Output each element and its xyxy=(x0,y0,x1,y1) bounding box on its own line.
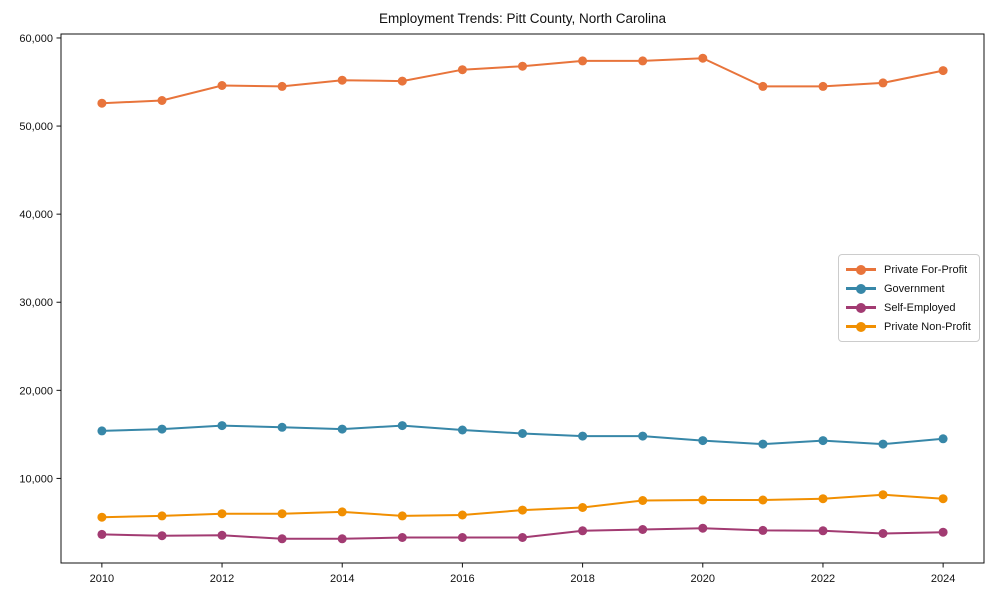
legend-item-private-for-profit: Private For-Profit xyxy=(846,260,972,279)
data-point-government-2019 xyxy=(638,431,648,441)
data-point-government-2021 xyxy=(758,439,768,449)
data-point-self-employed-2024 xyxy=(938,527,948,537)
x-axis-tick-label: 2022 xyxy=(811,573,835,585)
data-point-private-for-profit-2018 xyxy=(578,56,588,66)
data-point-government-2011 xyxy=(157,424,167,434)
data-point-private-non-profit-2018 xyxy=(578,503,588,512)
y-axis-tick-label: 30,000 xyxy=(19,297,53,309)
data-point-private-non-profit-2024 xyxy=(938,494,948,504)
line-marker-icon xyxy=(846,283,876,294)
data-point-private-non-profit-2014 xyxy=(337,507,347,517)
data-point-government-2016 xyxy=(457,425,467,435)
data-point-private-non-profit-2016 xyxy=(457,510,467,520)
data-point-private-non-profit-2017 xyxy=(518,505,527,515)
data-point-self-employed-2022 xyxy=(818,526,828,536)
data-point-private-for-profit-2019 xyxy=(638,56,648,66)
data-point-government-2010 xyxy=(97,426,107,436)
x-axis-tick-label: 2010 xyxy=(90,573,114,585)
data-point-private-for-profit-2015 xyxy=(397,76,407,86)
data-point-government-2017 xyxy=(518,429,527,438)
legend-item-government: Government xyxy=(846,279,972,298)
line-marker-icon xyxy=(846,321,876,332)
data-point-self-employed-2023 xyxy=(878,529,888,538)
data-point-self-employed-2018 xyxy=(578,526,588,536)
data-point-private-non-profit-2021 xyxy=(758,495,768,505)
data-point-self-employed-2011 xyxy=(157,531,167,541)
data-point-private-for-profit-2023 xyxy=(878,78,888,88)
data-point-government-2022 xyxy=(818,436,828,446)
legend-label: Self-Employed xyxy=(884,301,956,314)
data-point-private-non-profit-2012 xyxy=(217,509,227,519)
x-axis-tick-label: 2012 xyxy=(210,573,234,585)
legend-item-self-employed: Self-Employed xyxy=(846,298,972,317)
data-point-self-employed-2012 xyxy=(217,530,227,540)
x-axis-tick-label: 2014 xyxy=(330,573,354,585)
chart-title: Employment Trends: Pitt County, North Ca… xyxy=(378,11,667,26)
data-point-private-non-profit-2015 xyxy=(397,511,407,521)
data-point-self-employed-2020 xyxy=(698,523,708,533)
legend-label: Private For-Profit xyxy=(884,263,968,276)
y-axis-tick-label: 40,000 xyxy=(19,209,53,221)
legend-item-private-non-profit: Private Non-Profit xyxy=(846,317,972,336)
y-axis-tick-label: 10,000 xyxy=(19,473,53,485)
x-axis-tick-label: 2018 xyxy=(570,573,594,585)
y-axis-tick-label: 60,000 xyxy=(19,33,53,45)
x-axis-tick-label: 2016 xyxy=(450,573,474,585)
y-axis-tick-label: 20,000 xyxy=(19,385,53,397)
data-point-self-employed-2015 xyxy=(397,533,407,542)
data-point-self-employed-2016 xyxy=(457,533,467,542)
data-point-private-for-profit-2022 xyxy=(818,81,828,91)
data-point-private-non-profit-2019 xyxy=(638,496,648,505)
data-point-private-non-profit-2010 xyxy=(97,512,107,522)
data-point-self-employed-2017 xyxy=(518,533,527,542)
data-point-private-non-profit-2011 xyxy=(157,511,167,521)
data-point-private-non-profit-2013 xyxy=(277,509,287,519)
plot-frame xyxy=(60,33,985,564)
data-point-private-for-profit-2020 xyxy=(698,53,708,63)
data-point-private-for-profit-2012 xyxy=(217,81,227,90)
data-point-private-for-profit-2017 xyxy=(518,61,527,71)
data-point-private-for-profit-2024 xyxy=(938,66,948,76)
data-point-self-employed-2014 xyxy=(337,534,347,544)
x-axis-tick-label: 2020 xyxy=(691,573,715,585)
data-point-government-2014 xyxy=(337,424,347,434)
data-point-private-non-profit-2020 xyxy=(698,495,708,505)
data-point-government-2015 xyxy=(397,421,407,431)
data-point-private-for-profit-2014 xyxy=(337,75,347,85)
data-point-self-employed-2019 xyxy=(638,525,648,534)
data-point-government-2024 xyxy=(938,434,948,444)
data-point-government-2023 xyxy=(878,439,888,449)
data-point-private-for-profit-2011 xyxy=(157,96,167,105)
legend: Private For-Profit Government Self-Emplo… xyxy=(838,254,980,342)
data-point-private-non-profit-2023 xyxy=(878,490,888,500)
data-point-self-employed-2021 xyxy=(758,525,768,535)
data-point-government-2012 xyxy=(217,421,227,431)
data-point-government-2020 xyxy=(698,436,708,446)
data-point-government-2018 xyxy=(578,431,588,441)
data-point-private-for-profit-2010 xyxy=(97,98,107,108)
data-point-private-for-profit-2016 xyxy=(457,65,467,75)
data-point-private-for-profit-2021 xyxy=(758,81,768,91)
data-point-private-non-profit-2022 xyxy=(818,494,828,504)
line-marker-icon xyxy=(846,302,876,313)
x-axis-tick-label: 2024 xyxy=(931,573,955,585)
data-point-self-employed-2013 xyxy=(277,534,287,544)
y-axis-tick-label: 50,000 xyxy=(19,121,53,133)
legend-label: Private Non-Profit xyxy=(884,320,971,333)
data-point-government-2013 xyxy=(277,422,287,432)
data-point-private-for-profit-2013 xyxy=(277,81,287,91)
line-marker-icon xyxy=(846,264,876,275)
legend-label: Government xyxy=(884,282,945,295)
data-point-self-employed-2010 xyxy=(97,529,107,539)
